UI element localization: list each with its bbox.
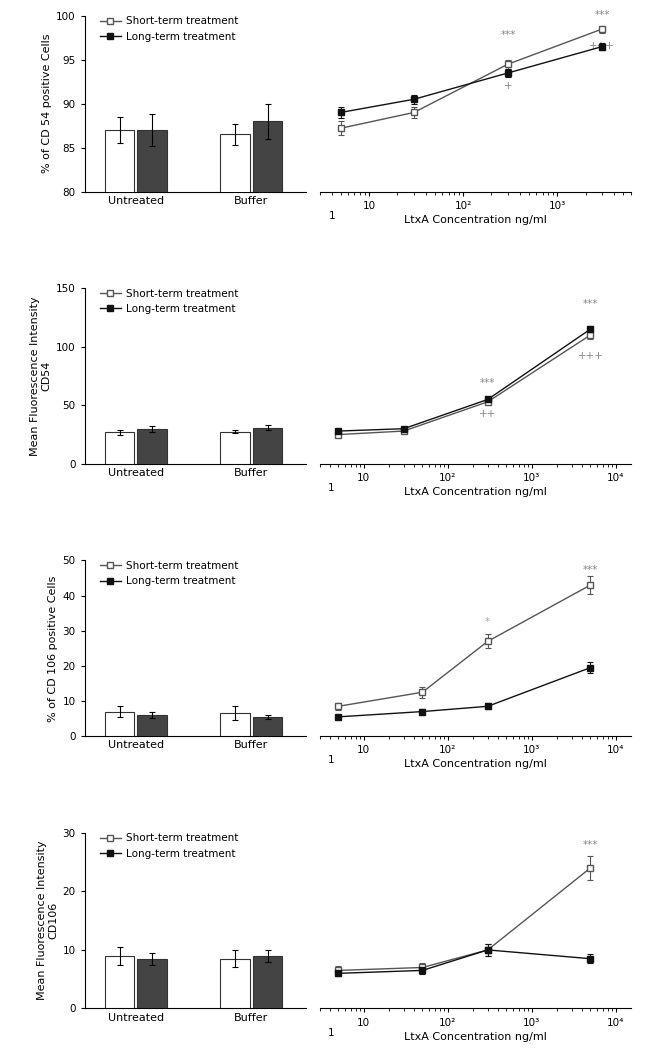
Bar (220, 134, 250, 894)
Bar (220, 713, 250, 736)
Text: ***: *** (583, 565, 598, 574)
Y-axis label: Mean Fluorescence Intensity
CD54: Mean Fluorescence Intensity CD54 (30, 296, 51, 456)
Bar (253, 428, 282, 464)
Bar (105, 432, 135, 464)
X-axis label: LtxA Concentration ng/ml: LtxA Concentration ng/ml (404, 214, 547, 225)
Bar (105, 956, 135, 1008)
X-axis label: LtxA Concentration ng/ml: LtxA Concentration ng/ml (404, 487, 547, 497)
Legend: Short-term treatment, Long-term treatment: Short-term treatment, Long-term treatmen… (96, 285, 242, 318)
Y-axis label: % of CD 106 positive Cells: % of CD 106 positive Cells (48, 576, 58, 721)
Text: +: + (504, 80, 512, 91)
Bar (253, 121, 282, 894)
Bar (137, 715, 167, 736)
Legend: Short-term treatment, Long-term treatment: Short-term treatment, Long-term treatmen… (96, 829, 242, 863)
X-axis label: LtxA Concentration ng/ml: LtxA Concentration ng/ml (404, 759, 547, 770)
Bar (137, 429, 167, 464)
Y-axis label: % of CD 54 positive Cells: % of CD 54 positive Cells (42, 34, 52, 173)
Y-axis label: Mean Fluorescence Intensity
CD106: Mean Fluorescence Intensity CD106 (36, 841, 58, 1000)
Text: ++: ++ (479, 410, 497, 419)
Text: ***: *** (583, 299, 598, 309)
Legend: Short-term treatment, Long-term treatment: Short-term treatment, Long-term treatmen… (96, 13, 242, 45)
Bar (105, 130, 135, 894)
Bar (220, 959, 250, 1008)
Text: ***: *** (595, 11, 610, 20)
Bar (137, 130, 167, 894)
Bar (253, 717, 282, 736)
Bar (253, 956, 282, 1008)
Text: ***: *** (500, 31, 515, 40)
Text: 1: 1 (328, 1027, 334, 1038)
Bar (105, 712, 135, 736)
Text: +++: +++ (577, 351, 603, 361)
X-axis label: LtxA Concentration ng/ml: LtxA Concentration ng/ml (404, 1032, 547, 1041)
Text: 1: 1 (328, 484, 334, 493)
Text: 1: 1 (328, 755, 334, 766)
Text: *: * (485, 618, 490, 627)
Text: ***: *** (480, 378, 495, 388)
Legend: Short-term treatment, Long-term treatment: Short-term treatment, Long-term treatmen… (96, 557, 242, 590)
Text: 1: 1 (329, 211, 335, 221)
Bar (137, 959, 167, 1008)
Text: ***: *** (583, 841, 598, 850)
Text: +++: +++ (590, 41, 615, 51)
Bar (220, 432, 250, 464)
